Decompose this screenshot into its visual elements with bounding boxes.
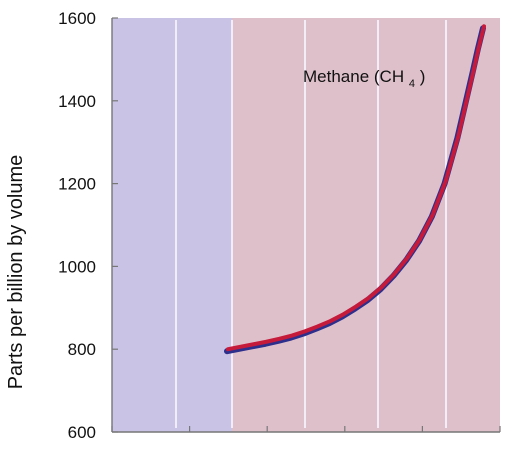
- chart-background: [112, 18, 500, 432]
- y-tick-label-1600: 1600: [58, 9, 96, 28]
- y-tick-label-1200: 1200: [58, 175, 96, 194]
- y-tick-label-1000: 1000: [58, 257, 96, 276]
- right-background-region: [232, 18, 500, 432]
- series-label-subscript: 4: [409, 78, 415, 90]
- series-label: Methane (CH 4 ): [303, 67, 425, 91]
- y-tick-label-600: 600: [68, 423, 96, 442]
- vertical-grid: [175, 20, 447, 428]
- series-label-main: Methane (CH: [303, 67, 404, 86]
- series-layer: [224, 24, 486, 355]
- methane-series-line: [226, 24, 486, 352]
- chart-axes: 600 800 1000 1200 1400 1600: [58, 9, 501, 442]
- y-axis-label: Parts per billion by volume: [5, 155, 27, 390]
- left-background-region: [112, 18, 232, 432]
- y-tick-label-1400: 1400: [58, 92, 96, 111]
- y-tick-label-800: 800: [68, 340, 96, 359]
- series-label-suffix: ): [420, 67, 426, 86]
